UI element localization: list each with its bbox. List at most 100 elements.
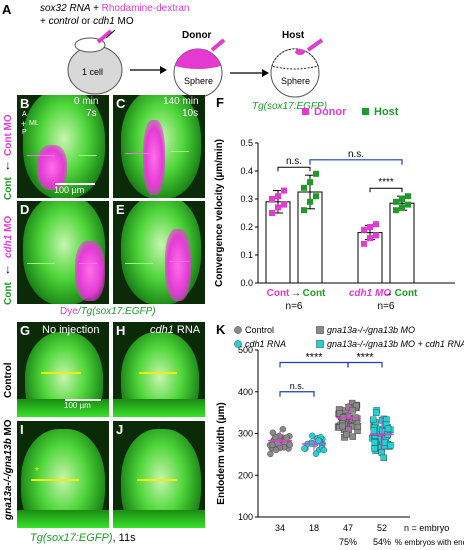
host-title: Host <box>282 30 305 41</box>
scale-label-g: 100 µm <box>64 401 91 410</box>
f-point-donor <box>275 204 281 211</box>
panel-label-b: B <box>20 96 30 111</box>
k-point <box>272 446 280 454</box>
k-legend-marker <box>234 326 242 334</box>
panel-label-c: C <box>116 96 126 111</box>
row-gna13-mo: MO <box>3 419 14 439</box>
f-point-donor <box>373 221 379 228</box>
f-x-label-host: Cont <box>395 288 418 299</box>
row2-cont-label: Cont <box>3 282 14 305</box>
f-point-host <box>399 196 405 202</box>
k-point <box>380 454 387 462</box>
row1-side-label: Cont MO <box>3 114 14 156</box>
k-y-axis-label: Endoderm width (µm) <box>216 402 227 504</box>
k-point <box>371 438 378 446</box>
f-x-label-donor: Cont <box>267 288 290 299</box>
k-point <box>269 429 277 436</box>
dye-caption: Dye/Tg(sox17:EGFP) <box>60 306 156 317</box>
panel-label-j: J <box>116 422 124 437</box>
f-point-donor <box>281 187 287 194</box>
k-point <box>372 409 380 417</box>
image-g <box>17 322 109 417</box>
image-e <box>113 201 205 304</box>
stage-b: 7s <box>86 108 97 119</box>
f-y-tick-label: 0.5 <box>240 138 253 148</box>
f-x-label-host: Cont <box>303 288 326 299</box>
f-point-host <box>313 170 319 177</box>
injection-arrow-1 <box>105 29 116 39</box>
row-gna13-gene: gna13a <box>3 485 14 520</box>
f-x-label-donor: cdh1 MO <box>349 288 391 299</box>
k-bracket-2 <box>279 391 315 397</box>
chart-f: 0.0 0.1 0.2 0.3 0.4 0.5 Convergence velocity (… <box>214 106 455 312</box>
f-point-host <box>301 207 307 214</box>
k-y-tick-label: 300 <box>238 429 253 439</box>
f-y-tick-label: 0.4 <box>240 166 253 176</box>
k-point <box>349 433 357 440</box>
k-sig-1: **** <box>305 352 323 364</box>
k-point <box>349 407 356 414</box>
orient-ml: ML <box>29 120 39 127</box>
stage-c: 10s <box>182 108 199 119</box>
f-point-host <box>307 179 313 186</box>
k-y-tick-label: 500 <box>238 345 253 355</box>
image-d <box>17 201 109 304</box>
host-line-label: Tg(sox17:EGFP) <box>252 101 328 112</box>
panel-a-line2: + control or cdh1 MO <box>40 16 134 27</box>
k-n-value: 34 <box>275 523 285 533</box>
k-point <box>387 442 394 449</box>
host-cells <box>271 48 319 70</box>
k-point <box>268 441 276 449</box>
k-point <box>369 416 377 423</box>
k-legend-marker <box>316 340 324 348</box>
host-needle <box>306 38 324 52</box>
panel-a-or: or <box>78 16 94 27</box>
k-point <box>315 437 322 444</box>
panel-a-cdh1: cdh1 <box>93 16 115 27</box>
donor-needle <box>210 38 226 52</box>
donor-sphere-label: Sphere <box>184 76 214 86</box>
k-point <box>381 439 388 446</box>
panel-label-e: E <box>116 202 125 217</box>
row2-side-label: cdh1 MO <box>3 216 14 258</box>
title-h-rna: RNA <box>173 324 201 336</box>
f-point-donor <box>373 232 379 239</box>
panel-a-sox32: sox32 RNA + <box>40 3 102 14</box>
orient-p: P <box>22 129 27 136</box>
one-cell-blastomere <box>74 37 106 53</box>
image-b <box>17 95 109 198</box>
row-gna13-label: gna13a-/-/gna13b MO <box>3 419 14 520</box>
dye-caption-line: /Tg(sox17:EGFP) <box>77 306 156 317</box>
k-point <box>301 445 308 452</box>
f-point-host <box>307 198 313 205</box>
k-point <box>279 425 287 433</box>
k-point <box>286 441 294 449</box>
k-point <box>370 427 378 434</box>
panel-label-i: I <box>20 422 24 437</box>
gj-caption: Tg(sox17:EGFP), 11s <box>30 532 136 544</box>
f-legend-donor: Donor <box>314 106 347 118</box>
scale-bar-b <box>55 183 95 185</box>
f-x-arrow: → <box>383 288 393 299</box>
k-n-caption: n = embryo <box>404 523 449 533</box>
f-point-donor <box>367 235 373 242</box>
f-point-host <box>405 201 411 208</box>
k-legend-marker <box>234 340 242 348</box>
panel-label-f: F <box>216 95 224 110</box>
k-legend-label: Control <box>245 325 274 335</box>
k-holes-caption: % embryos with endoderm holes <box>395 538 464 547</box>
k-n-value: 18 <box>309 523 319 533</box>
f-bracket-between <box>309 159 403 165</box>
f-sig-within: **** <box>378 177 394 188</box>
k-point <box>312 450 320 457</box>
title-h-gene: cdh1 <box>150 324 174 336</box>
panel-a-diagram <box>67 29 324 98</box>
scale-bar-g <box>65 399 101 401</box>
donor-cells <box>175 48 221 69</box>
f-point-donor <box>269 210 275 216</box>
k-bracket-3 <box>347 361 383 368</box>
arrow-2-head <box>262 69 269 77</box>
f-y-tick-label: 0.0 <box>240 278 253 288</box>
f-sig-within: n.s. <box>286 156 302 167</box>
f-legend-host: Host <box>374 106 399 118</box>
